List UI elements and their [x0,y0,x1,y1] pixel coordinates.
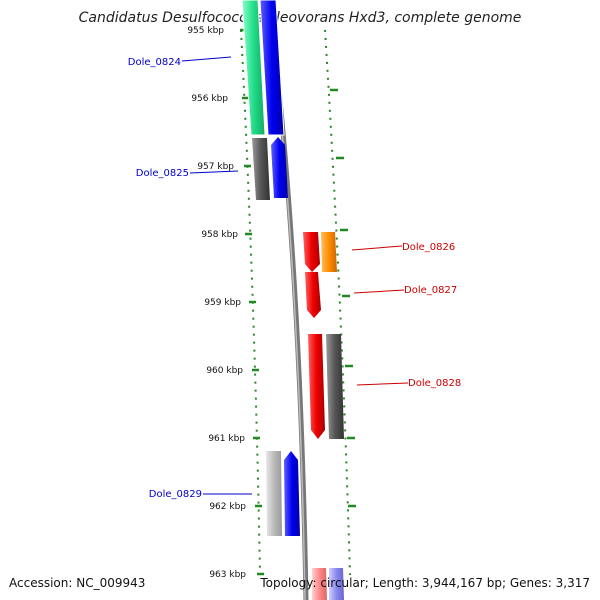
accession-text: Accession: NC_009943 [9,576,146,590]
gene-label-dole-0829[interactable]: Dole_0829 [149,489,202,500]
genome-summary-text: Topology: circular; Length: 3,944,167 bp… [260,576,590,590]
leader-line [189,170,239,174]
map-title: Candidatus Desulfococcus oleovorans Hxd3… [79,10,522,26]
feature-grey-bar[interactable] [326,334,344,439]
gene-label-dole-0827[interactable]: Dole_0827 [404,285,457,296]
feature-pale-red-bar[interactable] [312,568,327,600]
tick-label: 959 kbp [204,298,241,308]
gene-label-dole-0828[interactable]: Dole_0828 [408,378,461,389]
feature-grey-bar[interactable] [252,138,270,200]
gene-dole-0826[interactable] [303,232,320,272]
feature-pseudo-bar[interactable] [266,451,282,536]
feature-blue-bar[interactable] [259,0,285,136]
gene-label-dole-0826[interactable]: Dole_0826 [402,242,455,253]
feature-green-bar[interactable] [241,0,266,136]
tick-label: 963 kbp [209,570,246,580]
feature-orange-bar[interactable] [321,232,337,272]
leader-line [353,289,405,294]
tick-label: 962 kbp [209,502,246,512]
gene-label-dole-0824[interactable]: Dole_0824 [128,57,181,68]
tick-label: 961 kbp [208,434,245,444]
feature-pale-blue-bar[interactable] [329,568,344,600]
gene-dole-0825[interactable] [271,137,288,198]
gene-dole-0829[interactable] [284,451,300,536]
tick-label: 955 kbp [187,26,224,36]
gene-dole-0827[interactable] [305,272,321,318]
tick-label: 957 kbp [197,162,234,172]
leader-line [356,382,409,386]
gene-dole-0828[interactable] [308,334,325,439]
tick-label: 958 kbp [201,230,238,240]
leader-line [351,245,403,251]
leader-line [181,56,232,62]
tick-label: 956 kbp [191,94,228,104]
gene-label-dole-0825[interactable]: Dole_0825 [136,168,189,179]
outer-track [324,29,351,576]
tick-label: 960 kbp [206,366,243,376]
tick-marks [240,28,356,576]
